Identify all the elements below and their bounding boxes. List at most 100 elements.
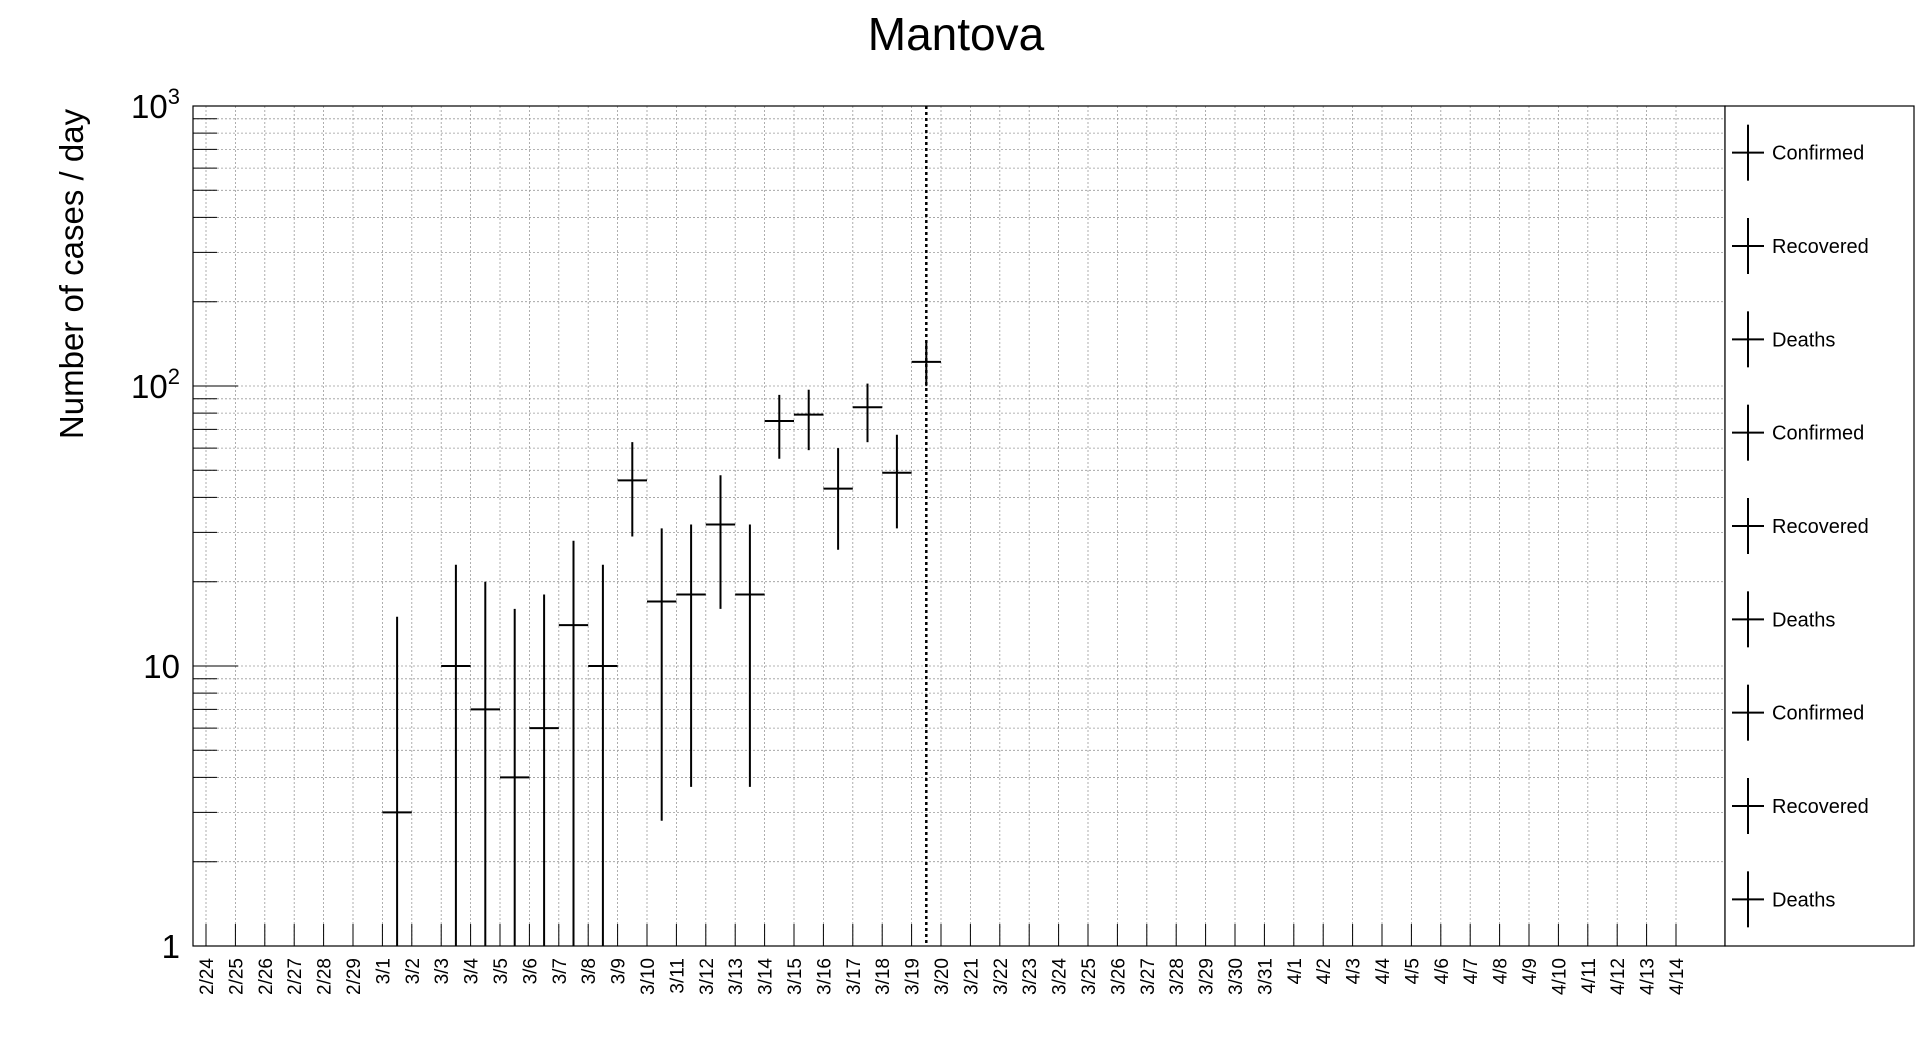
x-tick-label: 3/7 (550, 958, 571, 984)
data-point (441, 564, 471, 946)
legend-entry: Deaths (1732, 591, 1835, 648)
data-point (794, 389, 824, 451)
legend-label: Deaths (1772, 609, 1835, 631)
x-tick-label: 3/3 (432, 958, 453, 984)
legend-label: Recovered (1772, 516, 1869, 538)
x-tick-label: 3/21 (961, 958, 982, 995)
x-tick-label: 4/11 (1579, 958, 1600, 994)
x-tick-label: 4/14 (1667, 958, 1688, 995)
data-point (705, 475, 736, 609)
data-point (558, 540, 589, 946)
data-point (647, 528, 677, 821)
x-tick-label: 2/27 (285, 958, 306, 995)
x-tick-label: 3/25 (1079, 958, 1100, 995)
x-tick-label: 4/4 (1373, 958, 1394, 985)
x-tick-label: 3/6 (520, 958, 541, 984)
x-tick-label: 4/5 (1402, 958, 1423, 984)
x-tick-label: 3/8 (579, 958, 600, 984)
x-tick-label: 3/16 (814, 958, 835, 995)
x-tick-label: 3/5 (491, 958, 512, 984)
x-tick-label: 3/19 (903, 958, 924, 995)
x-tick-label: 2/24 (197, 958, 218, 995)
data-point (764, 394, 794, 459)
x-tick-label: 3/2 (403, 958, 424, 984)
legend-entries: Confirmed Recovered Deaths Confirmed Recover… (1732, 124, 1869, 928)
legend-entry: Recovered (1732, 218, 1869, 274)
x-tick-label: 3/13 (726, 958, 747, 995)
data-point (882, 434, 912, 529)
legend-label: Confirmed (1772, 143, 1864, 165)
x-tick-label: 3/22 (991, 958, 1012, 995)
x-tick-labels: 2/24 2/25 2/26 2/27 2/28 2/29 3/1 3/2 3/3 3/4 3/5 3… (197, 958, 1688, 995)
legend-label: Recovered (1772, 796, 1869, 818)
data-point (911, 341, 941, 386)
legend-label: Confirmed (1772, 423, 1864, 445)
x-tick-label: 3/17 (844, 958, 865, 995)
x-tick-label: 3/14 (756, 958, 777, 995)
data-points (382, 341, 941, 946)
y-tick-labels: 1 10 102 103 (131, 84, 180, 965)
x-tick-label: 3/24 (1050, 958, 1071, 995)
x-tick-label: 3/9 (609, 958, 630, 984)
data-point (676, 524, 706, 787)
plot-frame (192, 105, 1726, 947)
x-tick-label: 3/20 (932, 958, 953, 995)
y-axis-label: Number of cases / day (53, 108, 90, 439)
x-tick-label: 3/10 (638, 958, 659, 995)
data-point (735, 524, 765, 787)
x-tick-label: 3/30 (1226, 958, 1247, 995)
x-tick-label: 3/1 (373, 958, 394, 984)
legend-entry: Confirmed (1732, 124, 1864, 181)
chart-title: Mantova (868, 8, 1045, 60)
x-tick-label: 4/3 (1344, 958, 1365, 984)
data-point (529, 594, 559, 946)
legend-entry: Recovered (1732, 778, 1869, 834)
x-tick-label: 4/8 (1491, 958, 1512, 984)
legend-entry: Deaths (1732, 871, 1835, 928)
x-tick-label: 2/28 (315, 958, 336, 995)
x-tick-label: 3/12 (697, 958, 718, 995)
x-tick-label: 3/18 (873, 958, 894, 995)
data-point (823, 448, 853, 550)
x-tick-label: 3/31 (1255, 958, 1276, 995)
x-tick-label: 4/9 (1520, 958, 1541, 984)
data-point (588, 564, 618, 946)
legend-entry: Recovered (1732, 498, 1869, 554)
x-tick-label: 4/7 (1461, 958, 1482, 984)
data-point (500, 608, 530, 946)
legend-entry: Confirmed (1732, 404, 1864, 461)
x-tick-label: 4/13 (1638, 958, 1659, 995)
x-tick-label: 3/26 (1108, 958, 1129, 995)
legend-label: Recovered (1772, 236, 1869, 258)
x-tick-label: 2/25 (226, 958, 247, 995)
x-tick-label: 3/11 (667, 958, 688, 994)
legend-entry: Deaths (1732, 311, 1835, 368)
legend-entry: Confirmed (1732, 684, 1864, 741)
x-tick-label: 3/27 (1138, 958, 1159, 995)
x-tick-label: 2/29 (344, 958, 365, 995)
data-point (382, 616, 412, 946)
y-tick-label: 103 (131, 84, 180, 125)
grid-lines (193, 106, 1725, 946)
x-tick-label: 4/1 (1285, 958, 1306, 984)
data-point (470, 581, 500, 946)
x-tick-label: 4/2 (1314, 958, 1335, 984)
x-tick-label: 2/26 (256, 958, 277, 995)
x-tick-label: 3/28 (1167, 958, 1188, 995)
axis-ticks (193, 105, 1677, 947)
x-tick-label: 3/23 (1020, 958, 1041, 995)
y-tick-label: 1 (162, 928, 180, 965)
x-tick-label: 3/29 (1197, 958, 1218, 995)
x-tick-label: 3/4 (462, 958, 483, 985)
y-tick-label: 102 (131, 364, 180, 405)
legend-label: Deaths (1772, 329, 1835, 351)
x-tick-label: 4/6 (1432, 958, 1453, 984)
legend-label: Deaths (1772, 889, 1835, 911)
data-point (852, 383, 883, 443)
y-tick-label: 10 (143, 648, 180, 685)
data-point (617, 442, 647, 537)
legend-label: Confirmed (1772, 703, 1864, 725)
x-tick-label: 4/10 (1549, 958, 1570, 995)
x-tick-label: 3/15 (785, 958, 806, 995)
